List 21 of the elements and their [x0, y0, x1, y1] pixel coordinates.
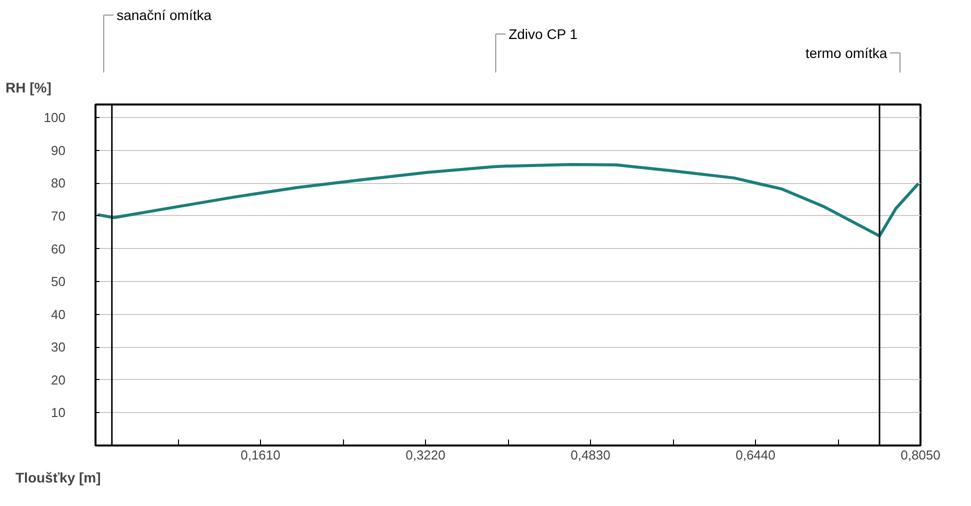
- x-tick-label: 0,8050: [900, 448, 940, 462]
- y-tick-label: 40: [51, 306, 66, 322]
- x-tick-label: 0,6440: [736, 448, 776, 462]
- y-tick-label: 90: [51, 142, 66, 158]
- y-tick-label: 70: [51, 208, 66, 224]
- y-tick-label: 50: [51, 274, 66, 290]
- y-tick-label: 30: [51, 340, 66, 355]
- y-tick-label: 60: [51, 241, 66, 256]
- line-series: [96, 163, 920, 238]
- text: sanační omítka: [116, 7, 212, 24]
- y-tick-label: 20: [51, 372, 66, 388]
- x-axis-title: Tloušťky [m]: [16, 470, 101, 486]
- text: Zdivo CP 1: [508, 26, 578, 42]
- y-tick-label: 100: [44, 110, 66, 126]
- y-tick-label: 10: [51, 405, 66, 420]
- text: termo omítka: [805, 44, 888, 61]
- x-tick-label: 0,3220: [406, 448, 446, 462]
- x-tick-label: 0,1610: [240, 448, 280, 462]
- y-axis-title: RH [%]: [6, 80, 52, 96]
- x-tick-label: 0,4830: [570, 448, 610, 462]
- y-tick-label: 80: [51, 176, 66, 191]
